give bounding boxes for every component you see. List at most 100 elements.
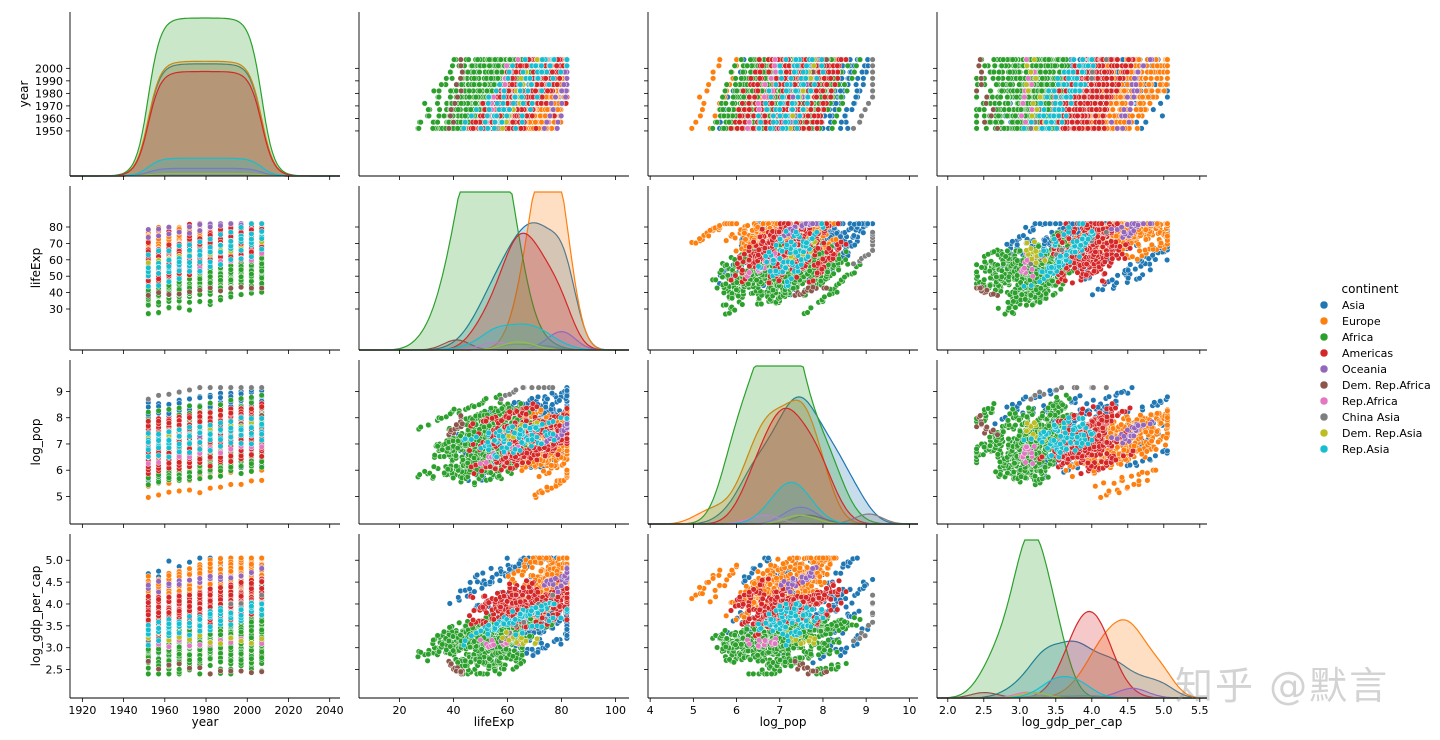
point xyxy=(1145,94,1152,101)
point xyxy=(834,62,841,69)
point xyxy=(434,100,441,107)
kde-fill-Dem. Rep.Africa xyxy=(70,173,340,176)
point xyxy=(747,56,754,63)
point xyxy=(1007,81,1014,88)
point xyxy=(496,81,503,88)
point xyxy=(738,56,745,63)
point xyxy=(838,56,845,63)
point xyxy=(1161,87,1168,94)
point xyxy=(814,119,821,126)
point xyxy=(853,81,860,88)
point xyxy=(532,125,540,132)
point xyxy=(1147,69,1154,76)
point xyxy=(526,75,534,82)
point xyxy=(827,75,834,82)
point xyxy=(435,94,442,101)
point xyxy=(729,100,736,107)
point xyxy=(990,56,997,63)
point xyxy=(491,81,498,88)
point xyxy=(703,87,710,94)
point xyxy=(1154,87,1161,94)
point xyxy=(549,75,557,82)
point xyxy=(818,56,825,63)
point xyxy=(828,87,835,94)
point xyxy=(820,106,827,113)
point xyxy=(1164,94,1171,101)
point xyxy=(454,125,461,132)
point xyxy=(1145,81,1152,88)
point xyxy=(992,119,999,126)
kde-fill-Africa xyxy=(70,18,340,176)
point xyxy=(471,75,478,82)
point xyxy=(1006,69,1013,76)
point xyxy=(464,69,471,76)
point xyxy=(519,112,526,119)
point xyxy=(688,125,695,132)
point xyxy=(776,62,783,69)
point xyxy=(837,87,844,94)
point xyxy=(799,87,807,94)
point xyxy=(755,112,762,119)
kde-fill-Dem. Rep.Asia xyxy=(70,173,340,176)
point xyxy=(838,94,845,101)
point xyxy=(792,56,799,63)
point xyxy=(757,69,764,76)
point xyxy=(462,119,469,126)
point xyxy=(470,69,477,76)
kde-fill-China Asia xyxy=(70,173,340,176)
point xyxy=(720,112,728,119)
point xyxy=(481,81,488,88)
point xyxy=(1148,87,1155,94)
point xyxy=(738,75,745,82)
point xyxy=(534,75,542,82)
point xyxy=(725,106,732,113)
point xyxy=(549,69,556,76)
point xyxy=(767,94,774,101)
point xyxy=(1135,112,1142,119)
point xyxy=(803,62,810,69)
point xyxy=(809,56,816,63)
point xyxy=(1153,75,1161,82)
point xyxy=(1039,75,1046,82)
point xyxy=(519,69,527,76)
point xyxy=(755,100,762,107)
point xyxy=(833,100,840,107)
point xyxy=(447,87,454,94)
point xyxy=(739,69,746,76)
cell-year-vs-log_gdp_per_cap xyxy=(936,12,1207,177)
point xyxy=(768,75,775,82)
kde-fill-Americas xyxy=(70,71,340,176)
cell-year-vs-log_pop xyxy=(647,12,918,177)
point xyxy=(802,75,809,82)
point xyxy=(860,75,867,82)
point xyxy=(782,119,789,126)
point xyxy=(480,62,488,69)
point xyxy=(491,119,498,126)
kde-fill-Oceania xyxy=(70,168,340,176)
point xyxy=(823,81,830,88)
point xyxy=(550,106,557,113)
point xyxy=(981,62,988,69)
point xyxy=(739,100,746,107)
point xyxy=(1157,100,1164,107)
point xyxy=(534,94,541,101)
point xyxy=(756,75,763,82)
point xyxy=(499,125,506,132)
point xyxy=(800,106,807,113)
point xyxy=(776,112,784,119)
point xyxy=(697,112,704,119)
point xyxy=(722,87,729,94)
point xyxy=(538,100,545,107)
point xyxy=(543,69,550,76)
point xyxy=(714,119,721,126)
point xyxy=(486,62,493,69)
point xyxy=(761,112,768,119)
point xyxy=(803,119,810,126)
point xyxy=(1134,125,1141,132)
point xyxy=(506,106,513,113)
point xyxy=(1117,94,1124,101)
point xyxy=(841,112,848,119)
point xyxy=(1009,119,1016,126)
point xyxy=(746,94,753,101)
